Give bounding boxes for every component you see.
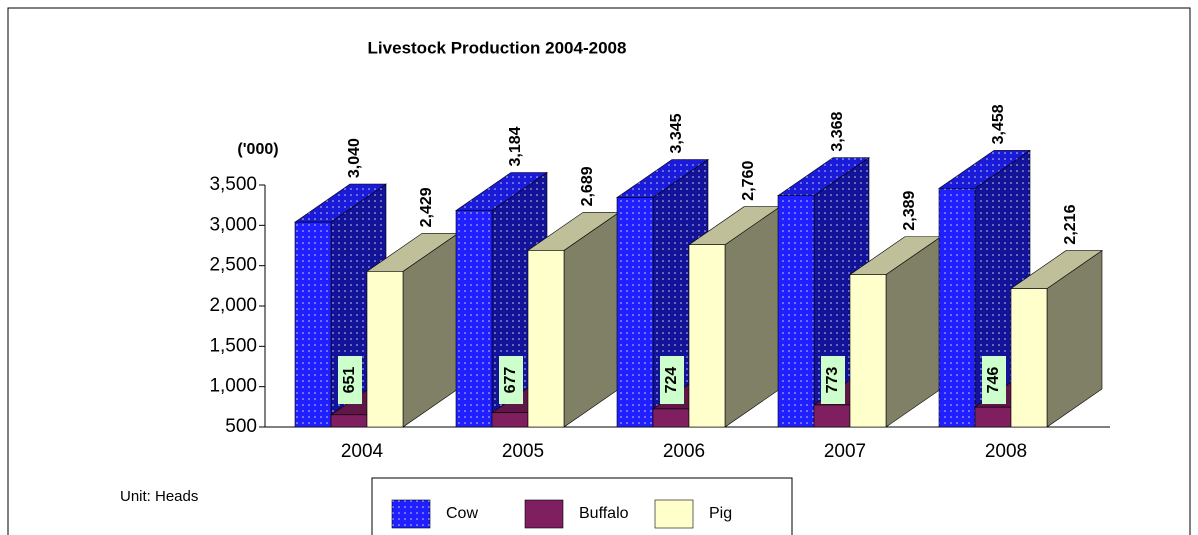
note: Unit: Heads xyxy=(120,488,198,505)
unit-label: ('000) xyxy=(237,141,278,158)
data-label: 3,368 xyxy=(829,112,846,152)
bar xyxy=(777,195,815,428)
y-tick-label: 1,500 xyxy=(209,335,257,356)
data-label: 2,760 xyxy=(740,161,757,201)
data-label: 2,216 xyxy=(1062,204,1079,244)
legend-label: Cow xyxy=(446,505,478,522)
bar-side xyxy=(724,206,781,428)
x-tick-label: 2008 xyxy=(985,441,1027,462)
x-tick-label: 2005 xyxy=(502,441,544,462)
data-label: 3,458 xyxy=(990,104,1007,144)
bar xyxy=(527,250,565,428)
legend-swatch xyxy=(654,499,694,529)
bar xyxy=(330,414,368,428)
legend-label: Buffalo xyxy=(579,505,629,522)
legend-label: Pig xyxy=(709,505,732,522)
data-label: 3,184 xyxy=(507,126,524,166)
bar xyxy=(938,188,976,428)
bar xyxy=(813,404,851,428)
legend-swatch xyxy=(391,499,431,529)
bar xyxy=(294,221,332,428)
bar xyxy=(491,412,529,428)
data-label: 724 xyxy=(663,367,680,394)
y-tick-label: 3,500 xyxy=(209,174,257,195)
data-label: 3,040 xyxy=(346,138,363,178)
frame xyxy=(7,7,1191,535)
data-label: 2,429 xyxy=(418,187,435,227)
data-label: 3,345 xyxy=(668,113,685,153)
bar xyxy=(849,274,887,428)
bar xyxy=(688,244,726,428)
y-tick-label: 1,000 xyxy=(209,376,257,397)
bar xyxy=(974,406,1012,428)
x-tick-label: 2007 xyxy=(824,441,866,462)
data-label: 2,689 xyxy=(579,166,596,206)
data-label-box xyxy=(338,356,362,404)
x-tick-label: 2004 xyxy=(341,441,384,462)
y-tick-label: 2,500 xyxy=(209,255,257,276)
bar xyxy=(366,271,404,428)
legend-swatch xyxy=(524,499,564,529)
data-label-box xyxy=(982,356,1006,404)
y-tick-label: 3,000 xyxy=(209,214,257,235)
data-label-box xyxy=(499,356,523,404)
y-tick-label: 500 xyxy=(225,416,257,437)
data-label: 677 xyxy=(502,367,519,394)
data-label: 746 xyxy=(985,367,1002,394)
bar xyxy=(455,210,493,428)
y-tick-label: 2,000 xyxy=(209,295,257,316)
legend-box xyxy=(371,477,793,535)
data-label: 773 xyxy=(824,367,841,394)
x-tick-label: 2006 xyxy=(663,441,705,462)
data-label: 2,389 xyxy=(901,190,918,230)
data-label-box xyxy=(821,356,845,404)
bar xyxy=(1010,288,1048,428)
chart-title: Livestock Production 2004-2008 xyxy=(368,38,627,57)
data-label-box xyxy=(660,356,684,404)
bar xyxy=(616,197,654,428)
data-label: 651 xyxy=(341,367,358,394)
bar xyxy=(652,408,690,428)
